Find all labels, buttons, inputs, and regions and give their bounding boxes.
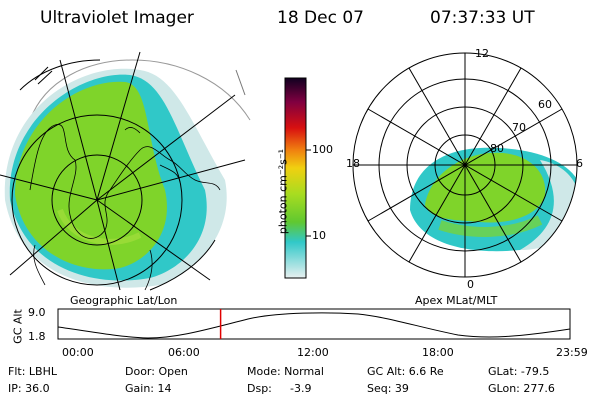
info-dsp-label: Dsp: <box>247 382 272 395</box>
mlt-label-12: 12 <box>475 47 489 60</box>
gc-alt-max-label: 9.0 <box>28 306 46 319</box>
mlat-label-60: 60 <box>538 98 552 111</box>
coastlines <box>29 124 221 291</box>
mlat-label-80: 80 <box>490 142 504 155</box>
instrument-title: Ultraviolet Imager <box>40 8 194 28</box>
lat-circle-outer <box>11 114 183 286</box>
info-glon: GLon: 277.6 <box>488 382 555 395</box>
colorbar <box>284 77 311 279</box>
info-dsp-value: -3.9 <box>290 382 312 395</box>
info-flt: Flt: LBHL <box>8 365 57 378</box>
info-mode: Mode: Normal <box>247 365 324 378</box>
info-ip: IP: 36.0 <box>8 382 50 395</box>
left-panel-caption: Geographic Lat/Lon <box>70 294 178 307</box>
altitude-curve <box>57 312 571 339</box>
colorbar-tick-100: 100 <box>312 143 333 156</box>
info-seq: Seq: 39 <box>367 382 409 395</box>
lat-circle-inner <box>51 154 143 246</box>
horizon-arc <box>29 59 251 121</box>
time-label-1200: 12:00 <box>297 346 329 359</box>
aurora-image-geographic <box>4 68 227 288</box>
date-label: 18 Dec 07 <box>277 8 364 28</box>
gc-alt-axis-label: GC Alt <box>11 309 25 344</box>
time-label-1800: 18:00 <box>422 346 454 359</box>
mlat-label-70: 70 <box>512 121 526 134</box>
info-gc-alt: GC Alt: 6.6 Re <box>367 365 444 378</box>
mlt-label-18: 18 <box>346 157 360 170</box>
right-panel-caption: Apex MLat/MLT <box>415 294 498 307</box>
edge-markers <box>34 66 53 85</box>
gc-alt-min-label: 1.8 <box>28 330 46 343</box>
time-label: 07:37:33 UT <box>430 8 535 28</box>
horizon-tick <box>235 69 246 96</box>
info-glat: GLat: -79.5 <box>488 365 550 378</box>
info-gain: Gain: 14 <box>125 382 172 395</box>
time-label-0000: 00:00 <box>62 346 94 359</box>
altitude-plot <box>57 308 571 340</box>
lat-lon-grid <box>0 51 246 291</box>
time-label-2359: 23:59 <box>556 346 588 359</box>
colorbar-tick-10: 10 <box>312 229 326 242</box>
mlt-label-0: 0 <box>467 278 474 291</box>
time-label-0600: 06:00 <box>168 346 200 359</box>
colorbar-unit-label: photon cm⁻²s⁻¹ <box>276 148 290 235</box>
info-door: Door: Open <box>125 365 188 378</box>
mlt-label-6: 6 <box>576 157 583 170</box>
